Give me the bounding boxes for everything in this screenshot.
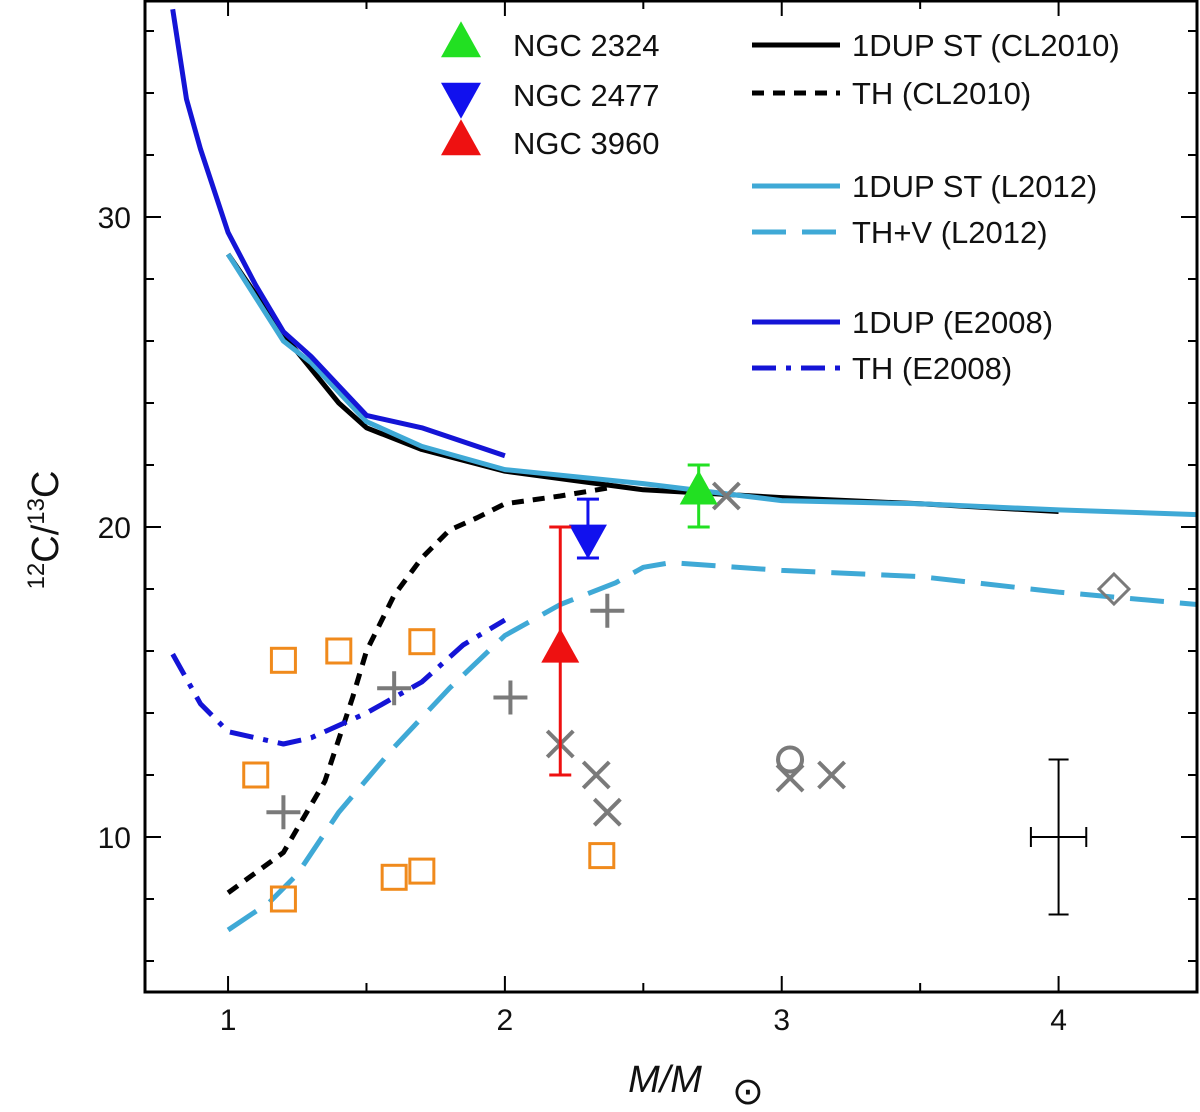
- square-marker: [269, 885, 297, 913]
- y-axis-title-part: C/: [25, 524, 67, 562]
- square-marker: [242, 761, 270, 789]
- cluster-markers: [541, 463, 718, 777]
- legend-label: 1DUP ST (L2012): [852, 169, 1097, 204]
- x-axis-title-subscript: ⊙: [732, 1071, 764, 1107]
- plus-marker: [377, 671, 412, 706]
- y-axis-title-part: 12: [23, 563, 50, 590]
- plus-marker: [590, 593, 625, 628]
- circle-marker: [776, 745, 805, 774]
- x-tick-label: 3: [773, 1004, 790, 1037]
- y-tick-label: 30: [98, 202, 131, 235]
- y-axis-title-part: 13: [23, 498, 50, 525]
- legend-label: NGC 2477: [513, 78, 659, 113]
- marker-ngc-2477: [568, 524, 607, 559]
- square-marker: [408, 628, 436, 656]
- square-marker: [269, 646, 297, 674]
- legend-label: TH+V (L2012): [852, 215, 1048, 250]
- x-tick-label: 4: [1050, 1004, 1067, 1037]
- legend-label: TH (E2008): [852, 351, 1012, 386]
- legend-marker-ngc-2477: [441, 82, 481, 119]
- series-th-e2008: [170, 617, 507, 747]
- x-tick-label: 2: [497, 1004, 514, 1037]
- legend: [441, 21, 840, 371]
- y-axis-title: 12C/13C: [23, 471, 67, 590]
- x-axis-title: M/M: [628, 1059, 702, 1101]
- square-marker: [588, 842, 616, 870]
- legend-label: NGC 2324: [513, 28, 659, 63]
- legend-marker-ngc-2324: [441, 21, 481, 58]
- series-th-cl2010: [226, 484, 617, 895]
- marker-ngc-2324: [679, 470, 718, 505]
- plus-marker: [493, 680, 528, 715]
- field-star-markers: [242, 481, 1132, 913]
- y-tick-label: 10: [98, 822, 131, 855]
- square-marker: [380, 863, 408, 891]
- series-1dup-e2008: [170, 8, 506, 459]
- marker-ngc-3960: [541, 628, 580, 663]
- diamond-marker: [1096, 571, 1132, 607]
- typical-error-bar: [1029, 758, 1088, 916]
- cross-marker: [581, 760, 611, 790]
- plot-frame: [143, 0, 1199, 994]
- cross-marker: [711, 481, 741, 511]
- y-tick-label: 20: [98, 512, 131, 545]
- legend-label: TH (CL2010): [852, 76, 1031, 111]
- square-marker: [408, 857, 436, 885]
- legend-label: 1DUP (E2008): [852, 305, 1053, 340]
- square-marker: [325, 637, 353, 665]
- cross-marker: [592, 797, 622, 827]
- legend-marker-ngc-3960: [441, 119, 481, 156]
- x-tick-label: 1: [220, 1004, 237, 1037]
- series-th-v-l2012: [226, 560, 1198, 933]
- legend-label: NGC 3960: [513, 126, 659, 161]
- y-axis-title-part: C: [25, 471, 67, 498]
- series-1dup-st-l2012: [225, 252, 1198, 518]
- plus-marker: [266, 795, 301, 830]
- legend-label: 1DUP ST (CL2010): [852, 28, 1120, 63]
- cross-marker: [817, 760, 846, 790]
- axis-ticks: [145, 0, 1198, 992]
